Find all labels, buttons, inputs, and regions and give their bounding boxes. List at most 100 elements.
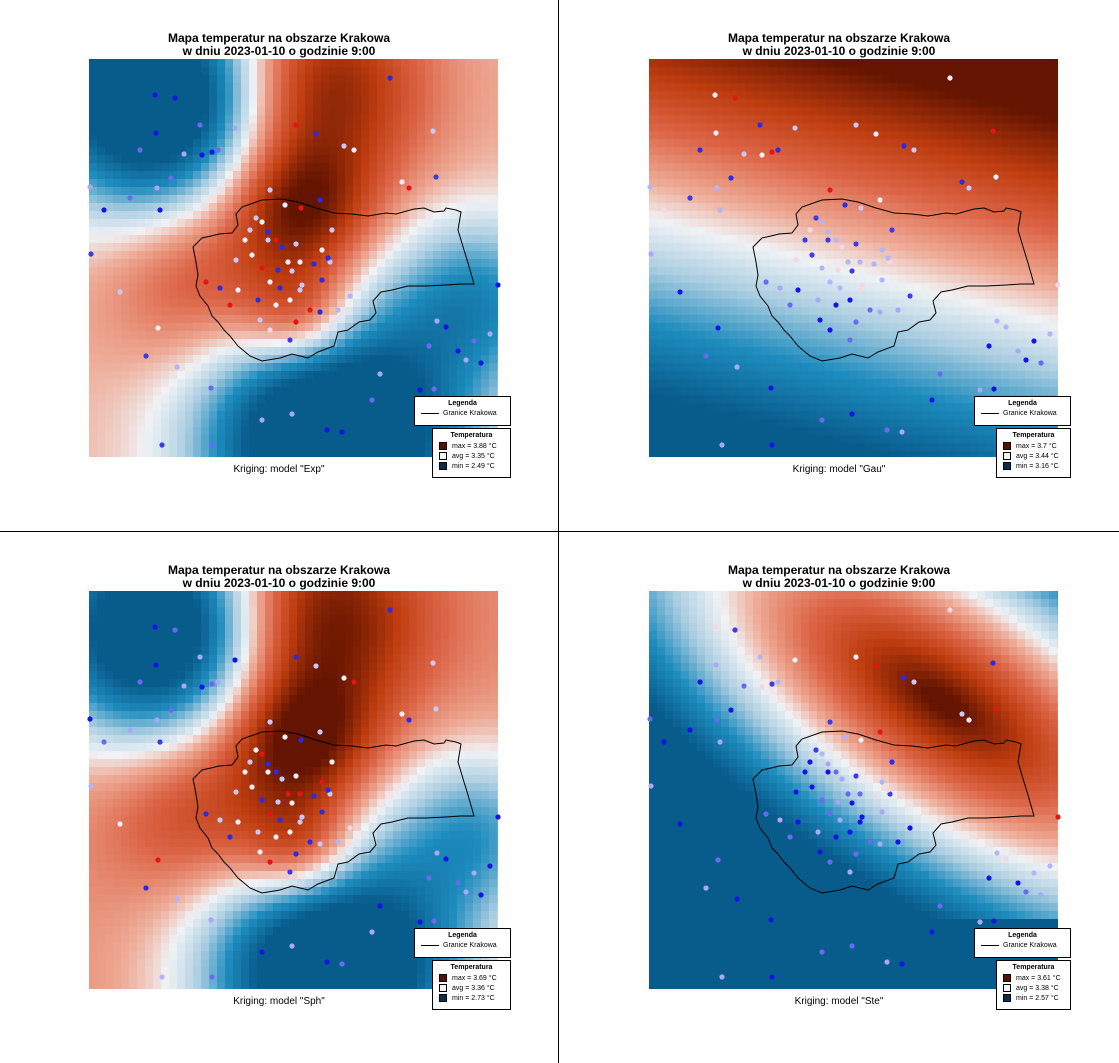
weather-station [341, 143, 347, 149]
weather-station [787, 302, 793, 308]
weather-station [267, 811, 273, 817]
weather-station [279, 776, 285, 782]
weather-station [267, 327, 273, 333]
weather-station [463, 357, 469, 363]
weather-station [858, 205, 864, 211]
weather-station [406, 717, 412, 723]
weather-station [369, 397, 375, 403]
weather-station [687, 195, 693, 201]
weather-station [825, 229, 831, 235]
weather-station [155, 325, 161, 331]
weather-station [677, 821, 683, 827]
weather-station [885, 787, 891, 793]
weather-station [387, 607, 393, 613]
weather-station [763, 811, 769, 817]
weather-station [399, 711, 405, 717]
weather-station [858, 737, 864, 743]
weather-station [88, 783, 94, 789]
weather-station [825, 761, 831, 767]
weather-station [247, 227, 253, 233]
weather-station [991, 386, 997, 392]
map-title: Mapa temperatur na obszarze Krakowa w dn… [727, 563, 951, 590]
weather-station [741, 683, 747, 689]
avg-swatch [1003, 984, 1011, 992]
weather-station [265, 229, 271, 235]
weather-station [647, 716, 653, 722]
weather-station [273, 302, 279, 308]
weather-station [257, 849, 263, 855]
weather-station [117, 821, 123, 827]
min-swatch [439, 462, 447, 470]
max-swatch [439, 442, 447, 450]
weather-station [351, 147, 357, 153]
weather-station [199, 684, 205, 690]
weather-station [293, 241, 299, 247]
weather-station [137, 147, 143, 153]
weather-station [487, 331, 493, 337]
weather-station [687, 727, 693, 733]
weather-station [253, 747, 259, 753]
weather-station [809, 252, 815, 258]
weather-station [455, 880, 461, 886]
weather-station [285, 791, 291, 797]
weather-station [777, 817, 783, 823]
weather-station [966, 717, 972, 723]
weather-station [273, 237, 279, 243]
weather-station [153, 130, 159, 136]
weather-station [907, 825, 913, 831]
weather-station [377, 371, 383, 377]
model-caption: Kriging: model "Ste" [794, 996, 884, 1007]
weather-station [827, 719, 833, 725]
boundary-legend: Legenda Granice Krakowa [974, 396, 1071, 426]
weather-station [994, 318, 1000, 324]
weather-station [833, 834, 839, 840]
weather-station [889, 227, 895, 233]
weather-station [181, 683, 187, 689]
station-markers [87, 607, 501, 980]
weather-station [137, 679, 143, 685]
weather-station [703, 353, 709, 359]
weather-station [215, 147, 221, 153]
weather-station [857, 259, 863, 265]
weather-station [117, 289, 123, 295]
weather-station [732, 95, 738, 101]
weather-station [172, 627, 178, 633]
weather-station [279, 244, 285, 250]
weather-station [873, 131, 879, 137]
weather-station [259, 751, 265, 757]
model-caption: Kriging: model "Sph" [233, 996, 325, 1007]
weather-station [495, 814, 501, 820]
weather-station [715, 325, 721, 331]
weather-station [1003, 324, 1009, 330]
weather-station [977, 919, 983, 925]
weather-station [267, 859, 273, 865]
weather-station [849, 943, 855, 949]
weather-station [734, 364, 740, 370]
weather-station [426, 343, 432, 349]
weather-station [88, 251, 94, 257]
weather-station [993, 706, 999, 712]
weather-station [847, 869, 853, 875]
boundary-legend: Legenda Granice Krakowa [414, 396, 511, 426]
weather-station [661, 207, 667, 213]
weather-station [277, 817, 283, 823]
weather-station [335, 307, 341, 313]
weather-station [759, 684, 765, 690]
krakow-boundary [752, 198, 1035, 362]
weather-station [714, 717, 720, 723]
weather-station [877, 309, 883, 315]
weather-station [1023, 889, 1029, 895]
weather-station [769, 974, 775, 980]
weather-station [734, 896, 740, 902]
weather-station [717, 739, 723, 745]
weather-station [154, 717, 160, 723]
weather-station [741, 151, 747, 157]
weather-station [959, 711, 965, 717]
weather-station [287, 337, 293, 343]
weather-station [127, 727, 133, 733]
weather-station [143, 353, 149, 359]
weather-station [763, 279, 769, 285]
temperature-map [647, 591, 1061, 989]
weather-station [793, 257, 799, 263]
weather-station [287, 869, 293, 875]
